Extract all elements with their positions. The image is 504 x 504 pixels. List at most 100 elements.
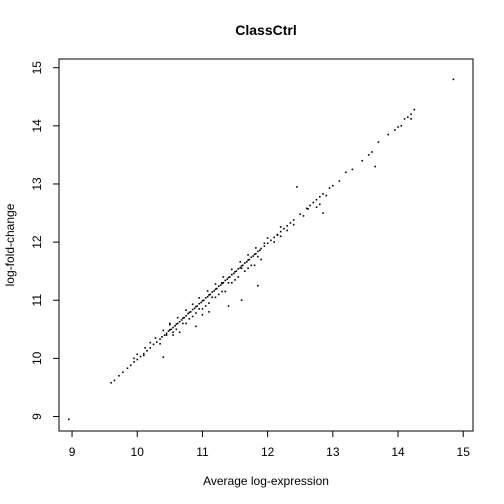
data-point — [195, 305, 197, 308]
data-point — [201, 300, 204, 302]
data-point — [234, 279, 236, 281]
data-point — [178, 320, 181, 323]
data-point — [315, 206, 318, 209]
data-point — [133, 361, 135, 363]
data-point — [118, 374, 120, 377]
data-point — [206, 290, 209, 292]
data-point — [156, 341, 158, 343]
data-point — [235, 270, 238, 272]
data-point — [239, 261, 242, 263]
data-point — [400, 125, 403, 127]
data-point — [183, 316, 185, 319]
data-point — [159, 338, 161, 340]
data-point — [189, 311, 192, 313]
data-point — [139, 355, 142, 358]
data-point — [208, 311, 210, 313]
data-point — [198, 297, 200, 299]
data-point — [247, 259, 249, 261]
data-point — [351, 168, 354, 171]
data-point — [224, 290, 227, 293]
data-point — [222, 281, 225, 284]
data-point — [198, 308, 200, 310]
x-axis: 9 10 11 12 13 14 15 — [69, 430, 471, 459]
data-points — [67, 78, 455, 421]
data-point — [208, 294, 210, 296]
x-tick-label: 15 — [457, 445, 471, 459]
data-point — [154, 337, 157, 339]
data-point — [292, 219, 295, 221]
data-point — [191, 315, 194, 318]
data-point — [129, 364, 132, 367]
data-point — [113, 379, 116, 382]
data-point — [237, 268, 240, 270]
data-point — [279, 230, 282, 233]
data-point — [174, 324, 176, 327]
data-point — [226, 278, 229, 281]
data-point — [374, 165, 376, 168]
data-point — [200, 301, 202, 304]
data-point — [279, 226, 282, 228]
data-point — [318, 203, 321, 206]
data-point — [188, 318, 191, 320]
data-point — [244, 270, 246, 272]
data-point — [198, 302, 200, 305]
y-axis: 9 10 11 12 13 14 15 — [30, 61, 60, 420]
data-point — [247, 267, 249, 270]
data-point — [377, 141, 380, 143]
data-point — [315, 198, 318, 201]
data-point — [279, 235, 282, 238]
data-point — [195, 312, 197, 314]
data-point — [182, 317, 184, 320]
data-point — [219, 284, 222, 286]
data-point — [172, 331, 174, 333]
data-point — [214, 288, 217, 290]
data-point — [188, 311, 191, 314]
data-point — [328, 187, 331, 189]
data-point — [322, 193, 324, 195]
data-point — [393, 129, 396, 131]
data-point — [397, 126, 399, 128]
data-point — [230, 281, 233, 284]
data-point — [142, 352, 145, 355]
data-point — [149, 341, 152, 344]
data-point — [259, 249, 261, 252]
y-tick-label: 15 — [30, 61, 44, 75]
y-tick-label: 12 — [30, 235, 44, 249]
data-point — [152, 343, 155, 346]
y-tick-label: 13 — [30, 177, 44, 191]
data-point — [286, 225, 288, 227]
data-point — [175, 328, 178, 331]
x-tick-label: 13 — [326, 445, 340, 459]
data-point — [165, 332, 168, 335]
data-point — [255, 252, 257, 255]
data-point — [169, 322, 171, 325]
data-point — [163, 334, 166, 336]
data-point — [169, 329, 171, 331]
data-point — [307, 208, 309, 210]
data-point — [299, 213, 302, 215]
data-point — [232, 272, 235, 275]
data-point — [167, 330, 170, 332]
data-point — [215, 287, 218, 290]
data-point — [403, 118, 406, 120]
data-point — [159, 343, 161, 345]
y-tick-label: 11 — [30, 294, 44, 307]
data-point — [244, 262, 246, 264]
data-point — [172, 326, 174, 329]
data-point — [252, 255, 255, 257]
data-point — [133, 357, 135, 360]
data-point — [185, 322, 187, 325]
data-point — [257, 255, 259, 258]
data-point — [67, 418, 70, 421]
data-point — [250, 256, 253, 259]
data-point — [266, 242, 269, 245]
data-point — [322, 212, 324, 214]
data-point — [253, 264, 256, 267]
data-point — [227, 281, 230, 284]
data-point — [338, 180, 341, 182]
data-point — [413, 108, 416, 111]
data-point — [289, 222, 292, 224]
data-point — [162, 356, 165, 358]
data-point — [144, 347, 146, 349]
